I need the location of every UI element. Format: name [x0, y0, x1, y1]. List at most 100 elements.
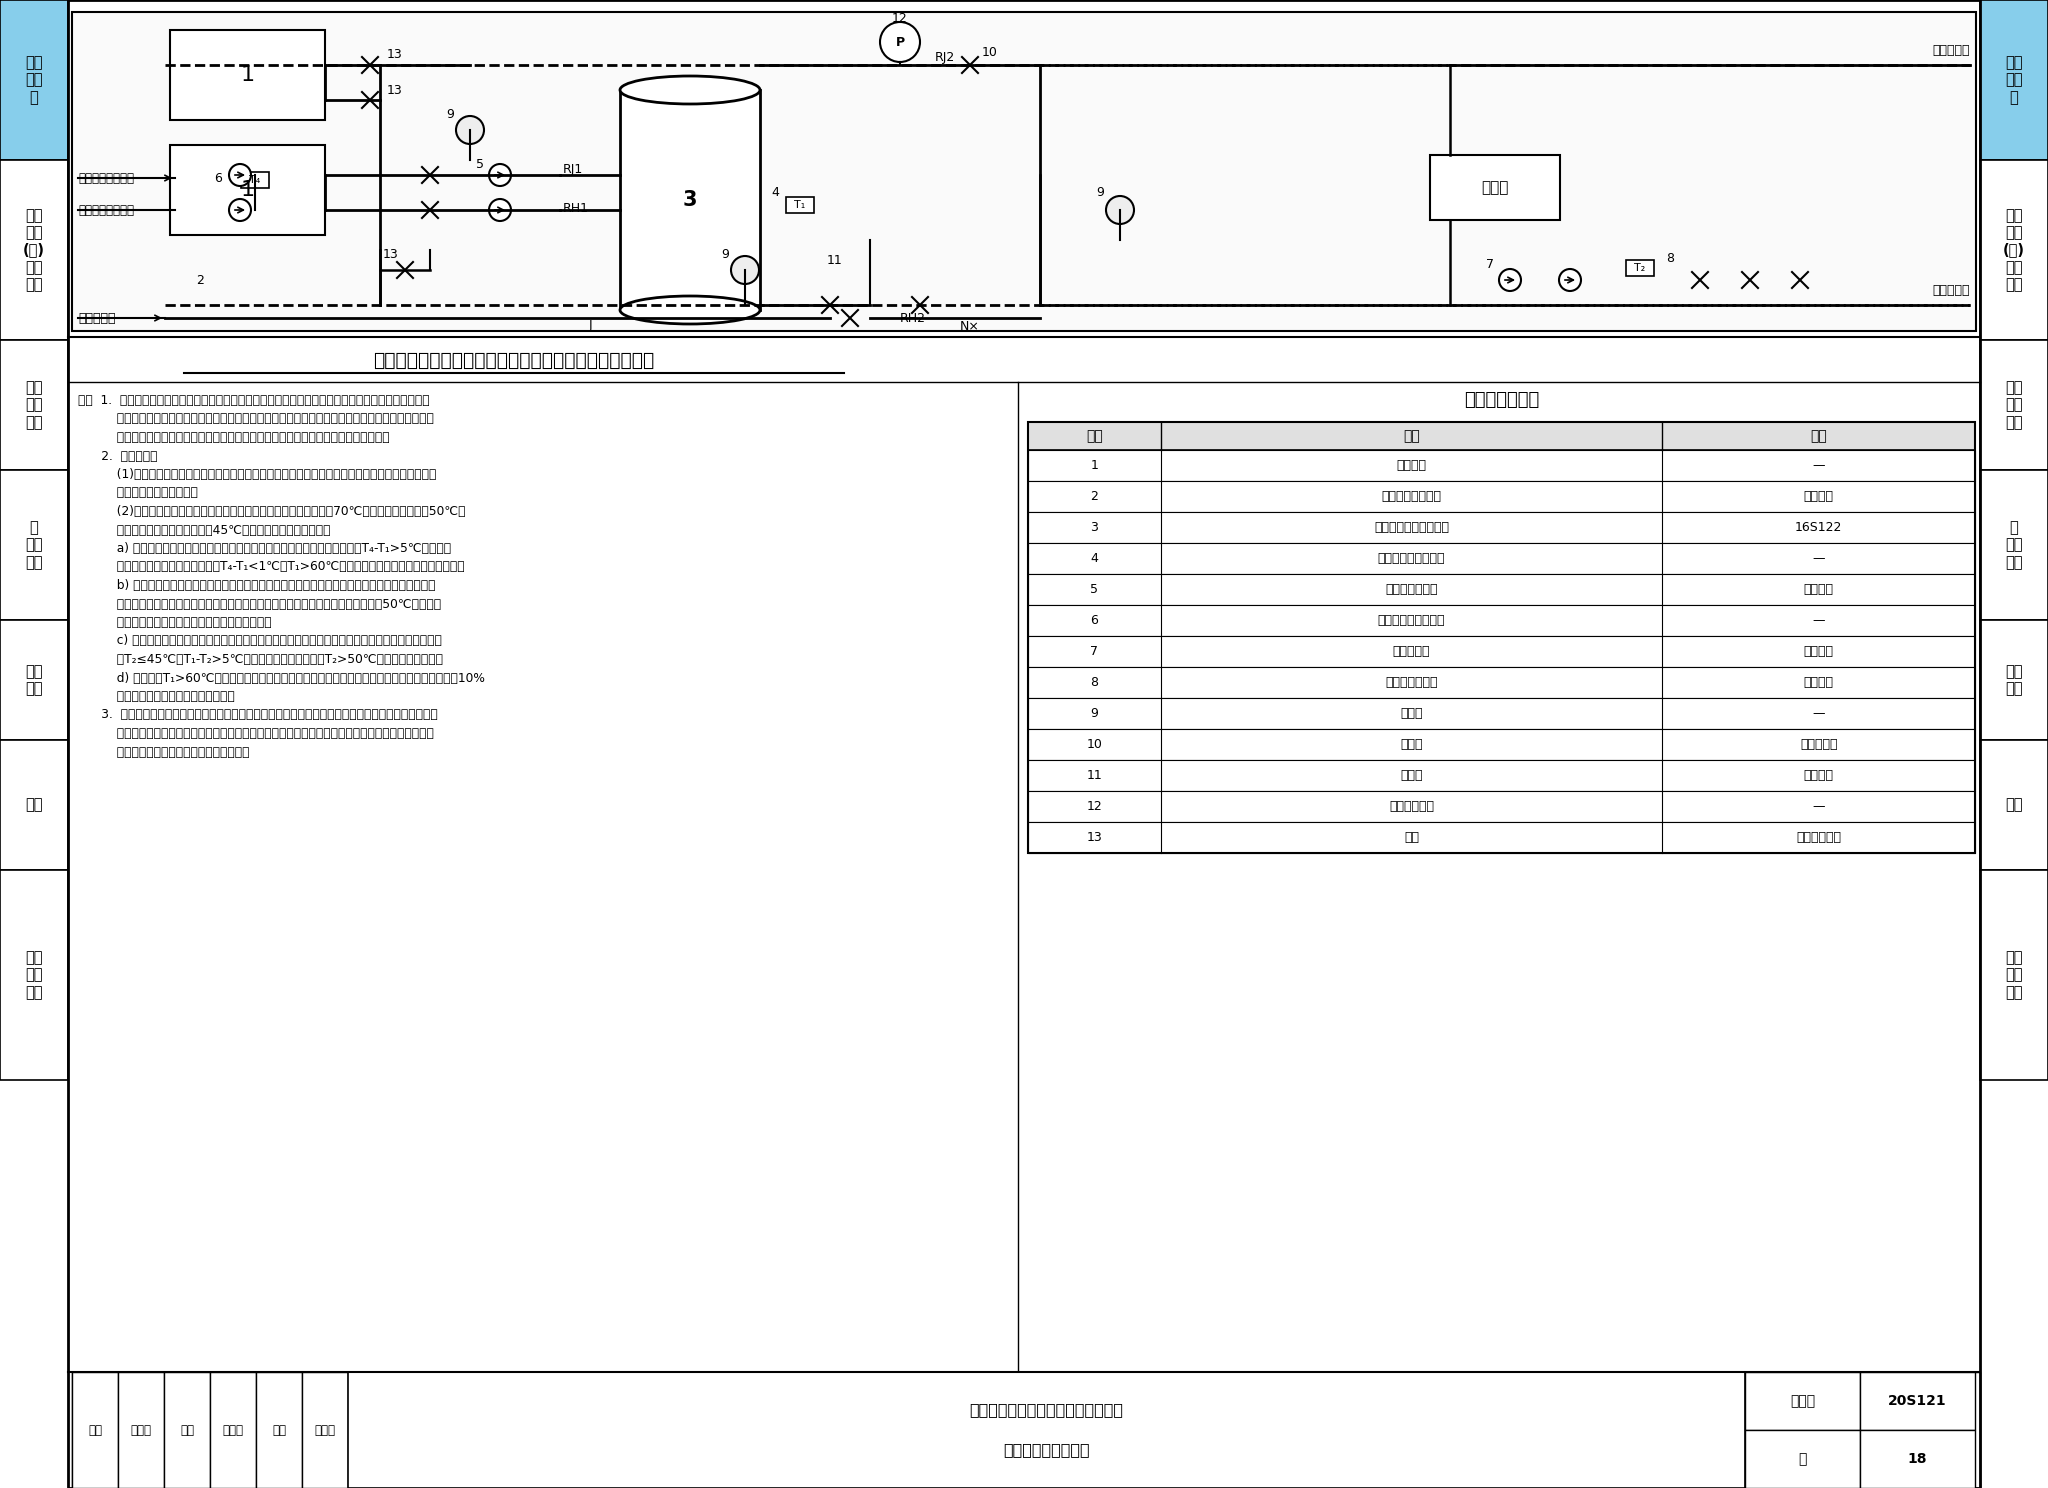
- Bar: [0, 740, 68, 870]
- Text: 黄修齐: 黄修齐: [315, 1424, 336, 1436]
- Bar: [170, 144, 326, 235]
- Text: RH1: RH1: [563, 201, 590, 214]
- Text: 间接排水: 间接排水: [1804, 769, 1833, 783]
- Text: 梁佩宇: 梁佩宇: [223, 1424, 244, 1436]
- Text: 电接点压力表: 电接点压力表: [1389, 801, 1434, 812]
- Circle shape: [1559, 269, 1581, 292]
- Text: N×: N×: [961, 320, 979, 332]
- Text: 热水回水管: 热水回水管: [1933, 284, 1970, 298]
- Text: 13: 13: [383, 248, 399, 262]
- Bar: [1980, 870, 2048, 1080]
- Circle shape: [1499, 269, 1522, 292]
- Circle shape: [489, 164, 512, 186]
- Text: 热水供水管: 热水供水管: [1933, 45, 1970, 58]
- Text: —: —: [1812, 552, 1825, 565]
- Text: 13: 13: [387, 49, 403, 61]
- Text: 9: 9: [721, 248, 729, 262]
- Bar: [0, 339, 68, 470]
- Bar: [1028, 449, 1974, 481]
- Text: RJ1: RJ1: [563, 164, 584, 177]
- Text: 1: 1: [1090, 458, 1098, 472]
- Text: 电
热水
机组: 电 热水 机组: [25, 521, 43, 570]
- Bar: [1028, 543, 1974, 574]
- Bar: [1860, 1430, 1974, 1488]
- Text: 7: 7: [1487, 259, 1493, 271]
- Text: 9: 9: [446, 109, 455, 122]
- Text: 序号: 序号: [1085, 429, 1102, 443]
- Text: 系统
原理
图: 系统 原理 图: [2005, 55, 2023, 104]
- Text: 一用一备: 一用一备: [1804, 490, 1833, 503]
- Text: 校对: 校对: [180, 1424, 195, 1436]
- Text: 热水机组与太阳能集热器联合热水罐间接加热系统原理图: 热水机组与太阳能集热器联合热水罐间接加热系统原理图: [373, 351, 655, 369]
- Text: 1: 1: [240, 180, 254, 199]
- Bar: [72, 1372, 119, 1488]
- Text: —: —: [1812, 707, 1825, 720]
- Bar: [1626, 260, 1655, 275]
- Circle shape: [489, 199, 512, 222]
- Text: 主要设备材料表: 主要设备材料表: [1464, 391, 1540, 409]
- Text: 4: 4: [1090, 552, 1098, 565]
- Text: 附属
设备: 附属 设备: [2005, 664, 2023, 696]
- Text: 回水循环泵: 回水循环泵: [1393, 644, 1430, 658]
- Text: P: P: [895, 36, 905, 49]
- Text: —: —: [1812, 801, 1825, 812]
- Bar: [242, 173, 268, 187]
- Text: 18: 18: [1909, 1452, 1927, 1466]
- Circle shape: [881, 22, 920, 62]
- Text: 3: 3: [1090, 521, 1098, 534]
- Text: 6: 6: [215, 171, 221, 185]
- Text: 安全阀: 安全阀: [1401, 738, 1423, 751]
- Bar: [1745, 1430, 1860, 1488]
- Bar: [1980, 339, 2048, 470]
- Text: 3: 3: [682, 190, 696, 210]
- Text: 8: 8: [1665, 251, 1673, 265]
- Text: 9: 9: [1096, 186, 1104, 199]
- Bar: [1028, 512, 1974, 543]
- Text: 冷凝
燃气
(油)
热水
机组: 冷凝 燃气 (油) 热水 机组: [23, 208, 45, 292]
- Text: 10: 10: [983, 46, 997, 58]
- Ellipse shape: [621, 76, 760, 104]
- Text: 8: 8: [1090, 676, 1098, 689]
- Text: 冷凝
燃气
(油)
热水
机组: 冷凝 燃气 (油) 热水 机组: [2003, 208, 2025, 292]
- Circle shape: [1106, 196, 1135, 225]
- Bar: [1028, 729, 1974, 760]
- Text: 13: 13: [387, 83, 403, 97]
- Text: 一用一备: 一用一备: [1804, 644, 1833, 658]
- Text: 附表: 附表: [25, 798, 43, 812]
- Text: 闸阀: 闸阀: [1405, 830, 1419, 844]
- Circle shape: [731, 256, 760, 284]
- Bar: [348, 1372, 1745, 1488]
- Bar: [1028, 792, 1974, 821]
- Text: RH2: RH2: [899, 311, 926, 324]
- Text: 4: 4: [770, 186, 778, 199]
- Text: 1: 1: [240, 65, 254, 85]
- Text: T₄: T₄: [250, 176, 260, 185]
- Text: 集热管网温度传感器: 集热管网温度传感器: [1378, 615, 1446, 626]
- Bar: [170, 30, 326, 121]
- Text: 2: 2: [197, 274, 205, 287]
- Bar: [1430, 155, 1561, 220]
- Bar: [1028, 698, 1974, 729]
- Bar: [211, 1372, 256, 1488]
- Bar: [301, 1372, 348, 1488]
- Text: 热水机组: 热水机组: [1397, 458, 1427, 472]
- Text: 相关
技术
资料: 相关 技术 资料: [25, 951, 43, 1000]
- Text: 10: 10: [1085, 738, 1102, 751]
- Text: 回水温度传感器: 回水温度传感器: [1384, 676, 1438, 689]
- Circle shape: [457, 116, 483, 144]
- Bar: [1028, 423, 1974, 449]
- Text: 太阳能集热循环泵: 太阳能集热循环泵: [1382, 490, 1442, 503]
- Bar: [1028, 423, 1974, 853]
- Circle shape: [229, 164, 252, 186]
- Text: 20S121: 20S121: [1888, 1394, 1948, 1408]
- Text: 2: 2: [1090, 490, 1098, 503]
- Text: 第一循环补水: 第一循环补水: [1796, 830, 1841, 844]
- Bar: [0, 620, 68, 740]
- Text: 12: 12: [893, 12, 907, 24]
- Text: 附表: 附表: [2005, 798, 2023, 812]
- Text: 热水机组与太阳能集热器联合热水罐: 热水机组与太阳能集热器联合热水罐: [969, 1403, 1124, 1418]
- Text: 12: 12: [1085, 801, 1102, 812]
- Text: 7: 7: [1090, 644, 1098, 658]
- Bar: [164, 1372, 211, 1488]
- Text: 9: 9: [1090, 707, 1098, 720]
